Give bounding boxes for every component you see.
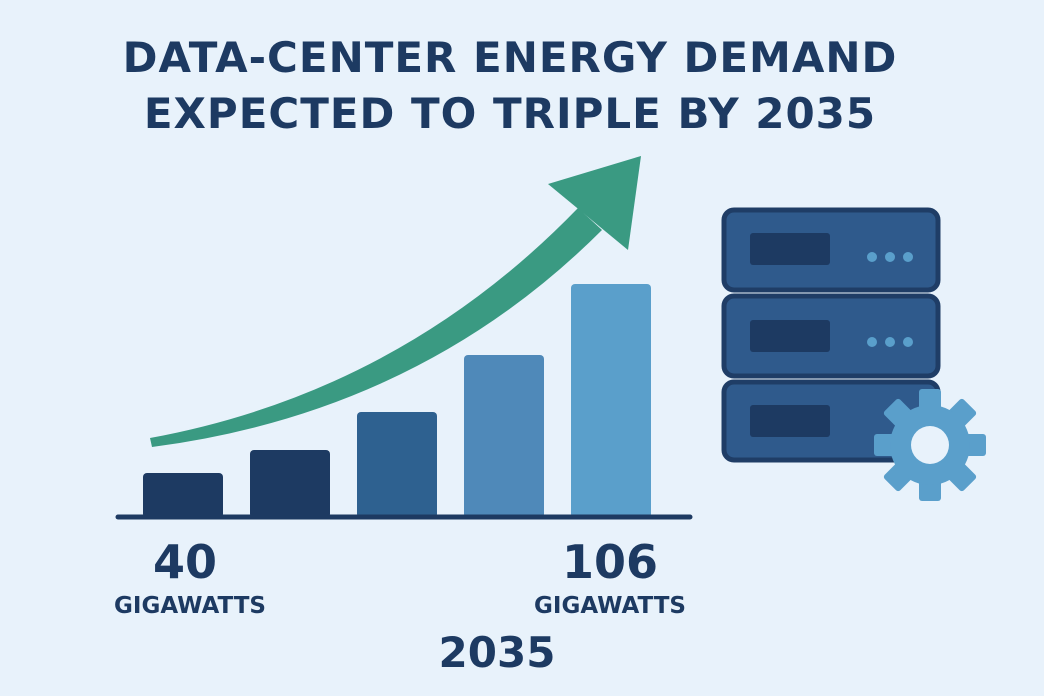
year: 2035 bbox=[439, 628, 556, 677]
growth-arrow bbox=[150, 156, 641, 447]
gear-icon bbox=[874, 389, 986, 501]
title-line: DATA-CENTER ENERGY DEMAND bbox=[123, 33, 898, 82]
bar bbox=[143, 473, 223, 518]
bar-illustration bbox=[115, 284, 693, 520]
bar bbox=[464, 355, 544, 518]
right-unit: GIGAWATTS bbox=[534, 593, 686, 619]
left-unit: GIGAWATTS bbox=[114, 593, 266, 619]
bar bbox=[357, 412, 437, 518]
arrow-head bbox=[548, 156, 641, 250]
title-line: EXPECTED TO TRIPLE BY 2035 bbox=[144, 89, 876, 138]
bar bbox=[571, 284, 651, 518]
left-value: 40 bbox=[153, 535, 217, 589]
bar bbox=[250, 450, 330, 518]
arrow-shaft bbox=[150, 208, 602, 447]
right-value: 106 bbox=[562, 535, 658, 589]
